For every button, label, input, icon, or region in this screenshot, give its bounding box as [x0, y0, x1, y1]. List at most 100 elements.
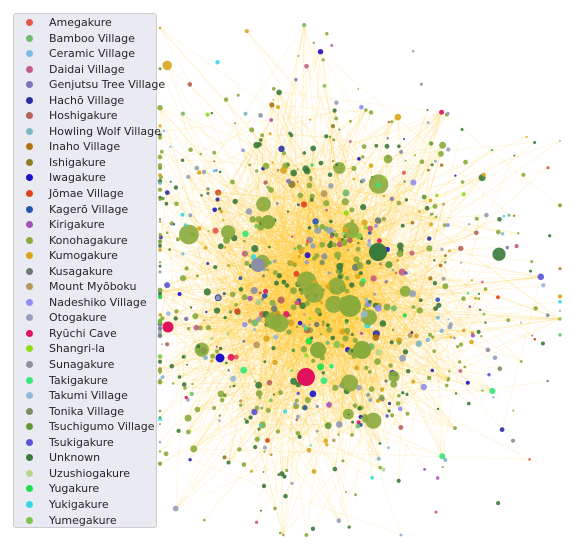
network-node	[386, 137, 389, 140]
network-edge	[232, 181, 365, 223]
network-edge	[501, 276, 542, 430]
network-edge	[285, 142, 535, 167]
network-edge	[311, 165, 372, 293]
network-node	[387, 120, 391, 124]
network-edge	[397, 117, 407, 200]
network-edge	[224, 317, 315, 352]
network-node	[347, 237, 353, 244]
network-edge	[212, 356, 258, 440]
network-node	[487, 373, 491, 377]
network-edge	[254, 263, 293, 448]
network-node	[444, 383, 449, 388]
network-node	[357, 406, 362, 411]
network-node	[440, 247, 444, 251]
network-node	[497, 366, 503, 372]
network-edge	[172, 273, 297, 384]
network-node	[269, 453, 273, 456]
network-edge	[312, 358, 403, 529]
network-node	[174, 309, 179, 314]
network-edge	[162, 317, 438, 378]
network-node	[399, 149, 404, 154]
network-node	[272, 393, 276, 396]
network-node	[184, 316, 189, 322]
network-edge	[159, 264, 389, 332]
network-edge	[293, 290, 362, 334]
network-edge	[382, 323, 493, 392]
network-node	[177, 375, 182, 379]
network-node	[344, 327, 351, 334]
network-edge	[231, 337, 333, 358]
network-edge	[256, 344, 321, 368]
network-node	[162, 129, 166, 133]
network-edge	[252, 219, 493, 392]
network-edge	[182, 92, 280, 279]
network-edge	[367, 324, 378, 362]
network-edge	[260, 227, 340, 245]
network-edge	[244, 240, 254, 258]
network-node	[214, 168, 218, 172]
network-edge	[252, 219, 329, 287]
network-edge	[278, 92, 365, 315]
legend-marker	[26, 19, 33, 26]
legend-label: Bamboo Village	[49, 31, 135, 45]
network-edge	[260, 227, 338, 299]
network-node	[177, 292, 182, 296]
network-node	[179, 275, 187, 282]
network-edge	[217, 233, 246, 299]
network-edge	[208, 104, 273, 328]
network-edge	[313, 292, 402, 428]
network-edge	[353, 164, 433, 169]
network-edge	[188, 407, 362, 433]
network-node	[546, 166, 550, 170]
network-node	[186, 326, 191, 331]
network-node	[230, 375, 237, 382]
network-node	[277, 473, 281, 476]
network-edge	[347, 323, 369, 350]
legend-label: Hoshigakure	[49, 109, 118, 123]
network-node	[256, 196, 271, 212]
network-node	[483, 287, 488, 291]
network-edge	[224, 317, 315, 472]
network-node	[328, 183, 334, 189]
network-node	[332, 466, 338, 472]
network-node	[158, 264, 162, 268]
legend-marker	[26, 329, 33, 337]
network-node	[197, 170, 202, 175]
legend-marker	[26, 392, 33, 400]
network-edge	[296, 292, 303, 420]
network-node	[361, 144, 367, 150]
network-edge	[390, 181, 463, 366]
network-edge	[265, 263, 343, 265]
network-edge	[329, 322, 369, 331]
network-edge	[273, 92, 280, 221]
network-edge	[253, 220, 353, 258]
network-edge	[342, 230, 352, 346]
network-edge	[369, 317, 449, 379]
network-edge	[347, 249, 366, 420]
network-node	[459, 342, 464, 347]
network-node	[355, 423, 361, 429]
network-edge	[250, 265, 267, 296]
network-edge	[215, 230, 338, 256]
network-node	[272, 359, 278, 365]
network-edge	[287, 163, 353, 222]
network-edge	[159, 281, 315, 297]
network-node	[410, 179, 417, 186]
network-edge	[244, 240, 304, 249]
network-node	[377, 238, 382, 244]
network-edge	[252, 177, 483, 220]
network-node	[308, 317, 312, 320]
network-node	[284, 283, 290, 288]
network-edge	[315, 297, 374, 421]
network-node	[395, 374, 398, 376]
network-edge	[328, 315, 548, 406]
legend-marker	[26, 314, 33, 322]
network-node	[502, 214, 506, 218]
network-node	[409, 290, 417, 298]
network-edge	[159, 107, 400, 204]
network-node	[276, 273, 282, 279]
network-edge	[248, 211, 350, 384]
network-edge	[228, 318, 561, 371]
network-edge	[159, 246, 376, 306]
network-edge	[274, 362, 390, 404]
